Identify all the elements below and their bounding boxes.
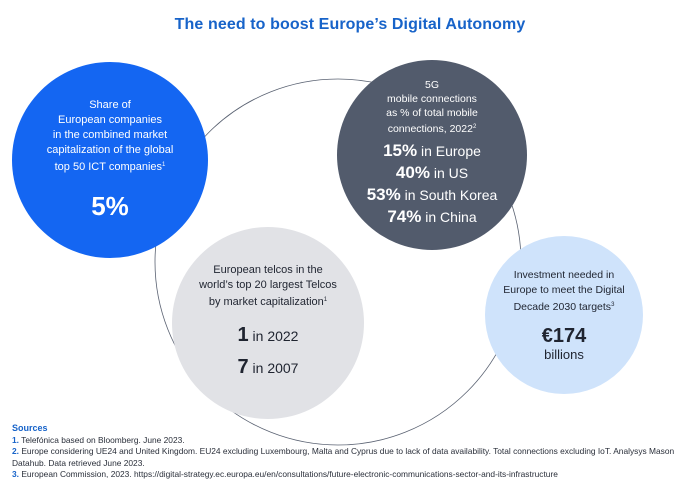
- source-item: 2. Europe considering UE24 and United Ki…: [12, 446, 675, 468]
- footnote-ref: 1: [162, 162, 166, 168]
- stat-line: 74% in China: [387, 207, 477, 226]
- sources-block: Sources 1. Telefónica based on Bloomberg…: [12, 423, 692, 481]
- telcos-circle: European telcos in the world’s top 20 la…: [172, 227, 364, 419]
- investment-description: Investment needed in Europe to meet the …: [503, 268, 625, 313]
- investment-value: €174: [541, 324, 587, 347]
- footnote-ref: 3: [611, 301, 615, 308]
- share-value: 5%: [91, 191, 129, 221]
- stat-line: 40% in US: [395, 163, 469, 182]
- share-circle: Share of European companies in the combi…: [12, 62, 208, 258]
- share-description: Share of European companies in the combi…: [46, 99, 174, 173]
- source-item: 1. Telefónica based on Bloomberg. June 2…: [12, 434, 185, 445]
- stat-line: 53% in South Korea: [366, 185, 498, 204]
- stat-line: 15% in Europe: [383, 141, 481, 160]
- source-item: 3. European Commission, 2023. https://di…: [12, 469, 558, 479]
- fiveg-description: 5G mobile connections as % of total mobi…: [386, 79, 478, 135]
- telcos-stats: 1 in 2022 7 in 2007: [238, 320, 299, 384]
- footnote-ref: 2: [472, 124, 477, 130]
- stat-line: 7 in 2007: [237, 355, 299, 378]
- footnote-ref: 1: [323, 296, 328, 303]
- fiveg-stats: 15% in Europe 40% in US 53% in South Kor…: [367, 140, 498, 228]
- fiveg-circle: 5G mobile connections as % of total mobi…: [337, 60, 527, 250]
- page-title: The need to boost Europe’s Digital Auton…: [174, 16, 526, 33]
- investment-unit: billions: [544, 346, 584, 362]
- telcos-description: European telcos in the world’s top 20 la…: [199, 263, 337, 308]
- investment-circle: Investment needed in Europe to meet the …: [485, 236, 643, 394]
- stat-line: 1 in 2022: [237, 323, 299, 346]
- sources-heading: Sources: [12, 423, 48, 433]
